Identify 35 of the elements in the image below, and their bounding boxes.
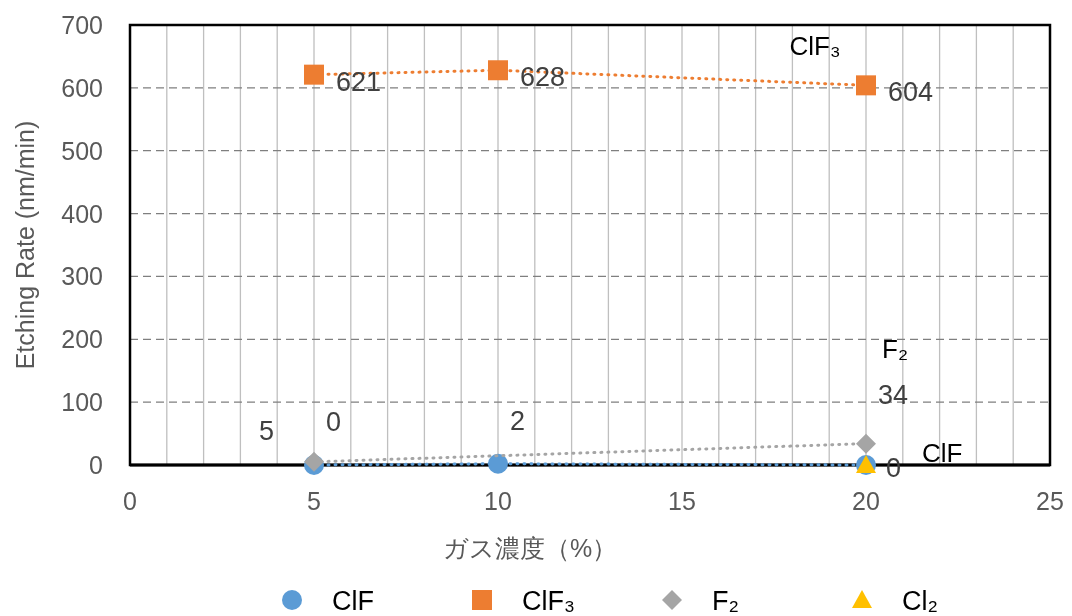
legend-label: F₂ [712, 586, 739, 616]
x-tick-label: 20 [852, 487, 880, 515]
x-tick-label: 25 [1036, 487, 1064, 515]
y-tick-label: 600 [61, 73, 103, 102]
y-tick-label: 700 [61, 11, 103, 39]
point [304, 64, 324, 85]
data-label: 628 [520, 62, 566, 93]
annotation: F₂ [882, 334, 908, 364]
legend-label: Cl₂ [902, 586, 938, 616]
data-label: 604 [888, 77, 934, 108]
point [856, 433, 876, 454]
data-label: 5 [258, 415, 274, 446]
annotation: ClF₃ [789, 31, 841, 61]
y-tick-label: 0 [89, 451, 103, 479]
x-tick-label: 15 [668, 487, 696, 515]
x-tick-label: 0 [123, 487, 137, 515]
y-tick-label: 200 [61, 325, 103, 354]
data-label: 0 [326, 407, 342, 437]
y-tick-label: 400 [61, 199, 103, 228]
data-label: 34 [878, 379, 909, 410]
y-tick-label: 500 [61, 136, 103, 165]
point [856, 75, 876, 96]
y-tick-label: 100 [61, 388, 103, 417]
legend-label: ClF₃ [522, 586, 575, 616]
x-tick-label: 5 [307, 487, 321, 515]
x-axis-title: ガス濃度（%） [442, 534, 618, 562]
x-tick-label: 10 [484, 487, 512, 515]
data-label: 2 [510, 405, 526, 436]
point [488, 453, 508, 474]
annotation: ClF [922, 438, 963, 468]
data-label: 621 [336, 66, 382, 97]
point [488, 60, 508, 81]
y-axis-title: Etching Rate (nm/min) [11, 120, 39, 370]
y-tick-label: 300 [61, 262, 103, 291]
legend-label: ClF [332, 586, 374, 616]
